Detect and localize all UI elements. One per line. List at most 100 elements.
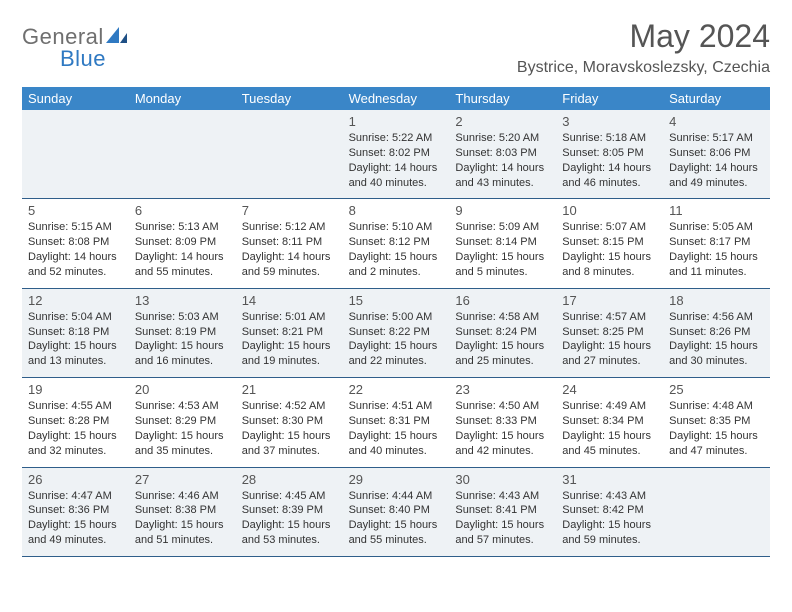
daylight-line: Daylight: 15 hours — [455, 250, 550, 265]
sunrise-line: Sunrise: 4:58 AM — [455, 310, 550, 325]
page: GeneralBlue May 2024 Bystrice, Moravskos… — [0, 0, 792, 567]
day-number: 7 — [242, 203, 337, 218]
sunset-line: Sunset: 8:12 PM — [349, 235, 444, 250]
header-row: GeneralBlue May 2024 Bystrice, Moravskos… — [22, 18, 770, 77]
sunset-line: Sunset: 8:31 PM — [349, 414, 444, 429]
sunrise-line: Sunrise: 5:17 AM — [669, 131, 764, 146]
daylight-line: Daylight: 15 hours — [669, 429, 764, 444]
daylight-line: and 11 minutes. — [669, 265, 764, 280]
sunrise-line: Sunrise: 5:22 AM — [349, 131, 444, 146]
daylight-line: Daylight: 15 hours — [242, 339, 337, 354]
sunrise-line: Sunrise: 4:55 AM — [28, 399, 123, 414]
sunrise-line: Sunrise: 5:18 AM — [562, 131, 657, 146]
day-number: 10 — [562, 203, 657, 218]
day-cell: 16Sunrise: 4:58 AMSunset: 8:24 PMDayligh… — [449, 289, 556, 377]
sunrise-line: Sunrise: 5:09 AM — [455, 220, 550, 235]
sunrise-line: Sunrise: 5:12 AM — [242, 220, 337, 235]
sunrise-line: Sunrise: 4:43 AM — [455, 489, 550, 504]
weekday-sunday: Sunday — [22, 87, 129, 110]
sunrise-line: Sunrise: 4:49 AM — [562, 399, 657, 414]
daylight-line: and 27 minutes. — [562, 354, 657, 369]
daylight-line: Daylight: 15 hours — [242, 429, 337, 444]
sunrise-line: Sunrise: 4:43 AM — [562, 489, 657, 504]
day-number: 2 — [455, 114, 550, 129]
day-cell: 8Sunrise: 5:10 AMSunset: 8:12 PMDaylight… — [343, 199, 450, 287]
daylight-line: and 51 minutes. — [135, 533, 230, 548]
sunset-line: Sunset: 8:24 PM — [455, 325, 550, 340]
day-cell-empty — [663, 468, 770, 556]
day-number: 17 — [562, 293, 657, 308]
day-cell: 25Sunrise: 4:48 AMSunset: 8:35 PMDayligh… — [663, 378, 770, 466]
daylight-line: Daylight: 15 hours — [135, 429, 230, 444]
day-cell: 18Sunrise: 4:56 AMSunset: 8:26 PMDayligh… — [663, 289, 770, 377]
daylight-line: and 52 minutes. — [28, 265, 123, 280]
sunrise-line: Sunrise: 5:20 AM — [455, 131, 550, 146]
sunset-line: Sunset: 8:03 PM — [455, 146, 550, 161]
day-number: 21 — [242, 382, 337, 397]
daylight-line: and 8 minutes. — [562, 265, 657, 280]
daylight-line: and 2 minutes. — [349, 265, 444, 280]
daylight-line: and 53 minutes. — [242, 533, 337, 548]
day-cell: 14Sunrise: 5:01 AMSunset: 8:21 PMDayligh… — [236, 289, 343, 377]
sunrise-line: Sunrise: 5:01 AM — [242, 310, 337, 325]
sunset-line: Sunset: 8:18 PM — [28, 325, 123, 340]
brand-logo: GeneralBlue — [22, 18, 128, 72]
day-number: 12 — [28, 293, 123, 308]
daylight-line: and 59 minutes. — [562, 533, 657, 548]
day-cell: 22Sunrise: 4:51 AMSunset: 8:31 PMDayligh… — [343, 378, 450, 466]
daylight-line: Daylight: 14 hours — [242, 250, 337, 265]
day-cell: 10Sunrise: 5:07 AMSunset: 8:15 PMDayligh… — [556, 199, 663, 287]
weekday-monday: Monday — [129, 87, 236, 110]
day-cell: 12Sunrise: 5:04 AMSunset: 8:18 PMDayligh… — [22, 289, 129, 377]
daylight-line: Daylight: 15 hours — [455, 339, 550, 354]
daylight-line: Daylight: 15 hours — [669, 250, 764, 265]
day-number: 3 — [562, 114, 657, 129]
day-number: 31 — [562, 472, 657, 487]
calendar: SundayMondayTuesdayWednesdayThursdayFrid… — [22, 87, 770, 557]
daylight-line: Daylight: 15 hours — [669, 339, 764, 354]
week-row: 1Sunrise: 5:22 AMSunset: 8:02 PMDaylight… — [22, 110, 770, 199]
daylight-line: and 5 minutes. — [455, 265, 550, 280]
daylight-line: and 30 minutes. — [669, 354, 764, 369]
sunset-line: Sunset: 8:34 PM — [562, 414, 657, 429]
sunset-line: Sunset: 8:40 PM — [349, 503, 444, 518]
sunrise-line: Sunrise: 5:00 AM — [349, 310, 444, 325]
weekday-friday: Friday — [556, 87, 663, 110]
daylight-line: Daylight: 15 hours — [28, 339, 123, 354]
day-number: 14 — [242, 293, 337, 308]
day-cell: 21Sunrise: 4:52 AMSunset: 8:30 PMDayligh… — [236, 378, 343, 466]
day-number: 22 — [349, 382, 444, 397]
sunrise-line: Sunrise: 4:47 AM — [28, 489, 123, 504]
day-number: 15 — [349, 293, 444, 308]
daylight-line: Daylight: 15 hours — [562, 429, 657, 444]
sunset-line: Sunset: 8:28 PM — [28, 414, 123, 429]
daylight-line: Daylight: 15 hours — [135, 339, 230, 354]
day-number: 8 — [349, 203, 444, 218]
daylight-line: Daylight: 15 hours — [28, 518, 123, 533]
weekday-wednesday: Wednesday — [343, 87, 450, 110]
sunrise-line: Sunrise: 4:46 AM — [135, 489, 230, 504]
sunrise-line: Sunrise: 4:44 AM — [349, 489, 444, 504]
weekday-tuesday: Tuesday — [236, 87, 343, 110]
day-cell: 1Sunrise: 5:22 AMSunset: 8:02 PMDaylight… — [343, 110, 450, 198]
day-cell: 20Sunrise: 4:53 AMSunset: 8:29 PMDayligh… — [129, 378, 236, 466]
title-block: May 2024 Bystrice, Moravskoslezsky, Czec… — [517, 18, 770, 77]
weekday-saturday: Saturday — [663, 87, 770, 110]
day-number: 4 — [669, 114, 764, 129]
weeks-container: 1Sunrise: 5:22 AMSunset: 8:02 PMDaylight… — [22, 110, 770, 557]
sunset-line: Sunset: 8:08 PM — [28, 235, 123, 250]
day-number: 24 — [562, 382, 657, 397]
day-cell: 11Sunrise: 5:05 AMSunset: 8:17 PMDayligh… — [663, 199, 770, 287]
daylight-line: and 25 minutes. — [455, 354, 550, 369]
daylight-line: Daylight: 15 hours — [135, 518, 230, 533]
daylight-line: Daylight: 15 hours — [562, 250, 657, 265]
day-cell: 29Sunrise: 4:44 AMSunset: 8:40 PMDayligh… — [343, 468, 450, 556]
daylight-line: Daylight: 15 hours — [562, 339, 657, 354]
day-cell-empty — [22, 110, 129, 198]
month-title: May 2024 — [517, 18, 770, 55]
sunrise-line: Sunrise: 4:53 AM — [135, 399, 230, 414]
location-line: Bystrice, Moravskoslezsky, Czechia — [517, 59, 770, 77]
daylight-line: and 16 minutes. — [135, 354, 230, 369]
daylight-line: and 43 minutes. — [455, 176, 550, 191]
daylight-line: and 22 minutes. — [349, 354, 444, 369]
